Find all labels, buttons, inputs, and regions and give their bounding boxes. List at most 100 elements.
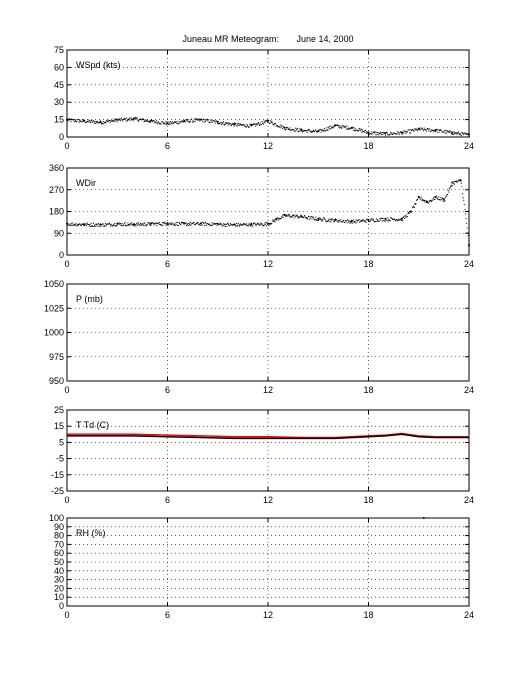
wspd-kts-sample-point xyxy=(463,134,465,136)
p-mb-y-tick-label: 1050 xyxy=(44,279,64,289)
wspd-kts-sample-point xyxy=(156,120,158,122)
p-mb-x-tick-label: 0 xyxy=(64,385,69,395)
wspd-kts-sample-point xyxy=(280,126,282,128)
wspd-kts-sample-point xyxy=(400,131,401,133)
wdir-sample-point xyxy=(125,224,127,226)
wspd-kts-sample-point xyxy=(421,127,423,129)
wspd-kts-sample-point xyxy=(302,130,304,132)
wdir-sample-point xyxy=(121,222,123,224)
wspd-kts-sample-point xyxy=(451,133,453,135)
wdir-sample-point xyxy=(318,219,320,221)
wdir-sample-point xyxy=(258,224,260,226)
wspd-kts-sample-point xyxy=(339,125,341,127)
wdir-sample-point xyxy=(89,224,91,226)
wspd-kts-sample-point xyxy=(427,128,429,129)
wspd-kts-sample-point xyxy=(180,121,182,123)
wdir-sample-point xyxy=(334,220,336,222)
wspd-kts-sample-point xyxy=(217,122,219,124)
wspd-kts-sample-point xyxy=(466,133,468,134)
wspd-kts-sample-point xyxy=(99,122,101,124)
wspd-kts-sample-point xyxy=(111,120,113,122)
wdir-sample-point xyxy=(90,225,91,227)
wspd-kts-sample-point xyxy=(279,124,281,126)
wspd-kts-sample-point xyxy=(342,126,344,128)
wdir-sample-point xyxy=(142,224,144,226)
wdir-sample-point xyxy=(77,224,79,226)
wspd-kts-sample-point xyxy=(145,119,147,121)
wspd-kts-sample-point xyxy=(272,124,274,125)
wspd-kts-sample-point xyxy=(348,127,350,129)
wspd-kts-sample-point xyxy=(366,132,368,134)
wspd-kts-sample-point xyxy=(154,121,156,123)
wdir-sample-point xyxy=(189,224,191,226)
wspd-kts-sample-point xyxy=(448,130,450,132)
wspd-kts-sample-point xyxy=(233,124,235,126)
wdir-sample-point xyxy=(105,223,106,225)
panel-t-td-c: 0 6 12 18 24 -25 -15 -5 5 15 25 T Td (C) xyxy=(51,405,474,505)
wspd-kts-sample-point xyxy=(171,121,173,123)
wdir-sample-point xyxy=(172,224,174,226)
wdir-sample-point xyxy=(416,199,418,201)
wspd-kts-sample-point xyxy=(75,119,77,121)
wspd-kts-sample-point xyxy=(438,131,440,133)
wdir-sample-point xyxy=(425,202,427,204)
wdir-sample-point xyxy=(387,217,389,219)
wspd-kts-sample-point xyxy=(277,126,279,128)
wdir-sample-point xyxy=(386,220,388,222)
wdir-sample-point xyxy=(264,222,266,224)
wdir-sample-point xyxy=(220,224,222,226)
wspd-kts-sample-point xyxy=(360,128,362,130)
wdir-sample-point xyxy=(439,199,441,201)
wspd-kts-sample-point xyxy=(234,123,236,125)
wdir-sample-point xyxy=(333,220,335,222)
wdir-sample-point xyxy=(358,219,359,221)
wspd-kts-y-tick-label: 0 xyxy=(59,132,64,142)
wdir-sample-point xyxy=(412,207,414,209)
wspd-kts-sample-point xyxy=(169,121,171,123)
wdir-sample-point xyxy=(390,217,392,219)
wspd-kts-sample-point xyxy=(408,129,410,131)
wspd-kts-sample-point xyxy=(91,120,93,122)
wspd-kts-sample-point xyxy=(178,123,179,125)
wdir-sample-point xyxy=(343,222,345,223)
wdir-sample-point xyxy=(233,224,235,226)
wspd-kts-sample-point xyxy=(167,121,169,123)
wdir-sample-point xyxy=(301,216,303,218)
wdir-sample-point xyxy=(381,218,383,219)
wdir-sample-point xyxy=(108,223,110,225)
wspd-kts-sample-point xyxy=(141,119,143,120)
wspd-kts-sample-point xyxy=(103,123,105,125)
wspd-kts-sample-point xyxy=(113,120,114,122)
wdir-sample-point xyxy=(187,224,189,226)
wspd-kts-sample-point xyxy=(280,127,282,129)
wdir-sample-point xyxy=(420,198,422,200)
wdir-sample-point xyxy=(252,225,254,227)
wdir-sample-point xyxy=(168,224,170,226)
wdir-sample-point xyxy=(253,222,255,224)
wdir-sample-point xyxy=(367,220,369,222)
wdir-sample-point xyxy=(456,181,458,183)
wspd-kts-sample-point xyxy=(71,118,72,120)
wspd-kts-sample-point xyxy=(235,123,237,125)
wdir-sample-point xyxy=(420,196,422,198)
wdir-sample-point xyxy=(450,186,452,188)
wdir-sample-point xyxy=(290,216,292,218)
wdir-sample-point xyxy=(135,225,137,227)
wdir-sample-point xyxy=(228,225,230,227)
wdir-sample-point xyxy=(386,219,388,221)
wspd-kts-sample-point xyxy=(288,128,290,130)
wdir-sample-point xyxy=(326,220,328,222)
wdir-sample-point xyxy=(372,220,374,221)
wspd-kts-sample-point xyxy=(68,118,70,119)
wdir-sample-point xyxy=(465,217,467,219)
wspd-kts-x-tick-label: 6 xyxy=(165,141,170,151)
wspd-kts-sample-point xyxy=(189,120,191,122)
wdir-sample-point xyxy=(213,223,215,225)
wspd-kts-sample-point xyxy=(136,117,138,119)
wdir-sample-point xyxy=(124,222,126,224)
wspd-kts-sample-point xyxy=(399,131,401,133)
wspd-kts-sample-point xyxy=(435,130,437,131)
wdir-sample-point xyxy=(280,217,282,219)
wspd-kts-sample-point xyxy=(275,123,277,125)
wdir-sample-point xyxy=(394,218,396,220)
